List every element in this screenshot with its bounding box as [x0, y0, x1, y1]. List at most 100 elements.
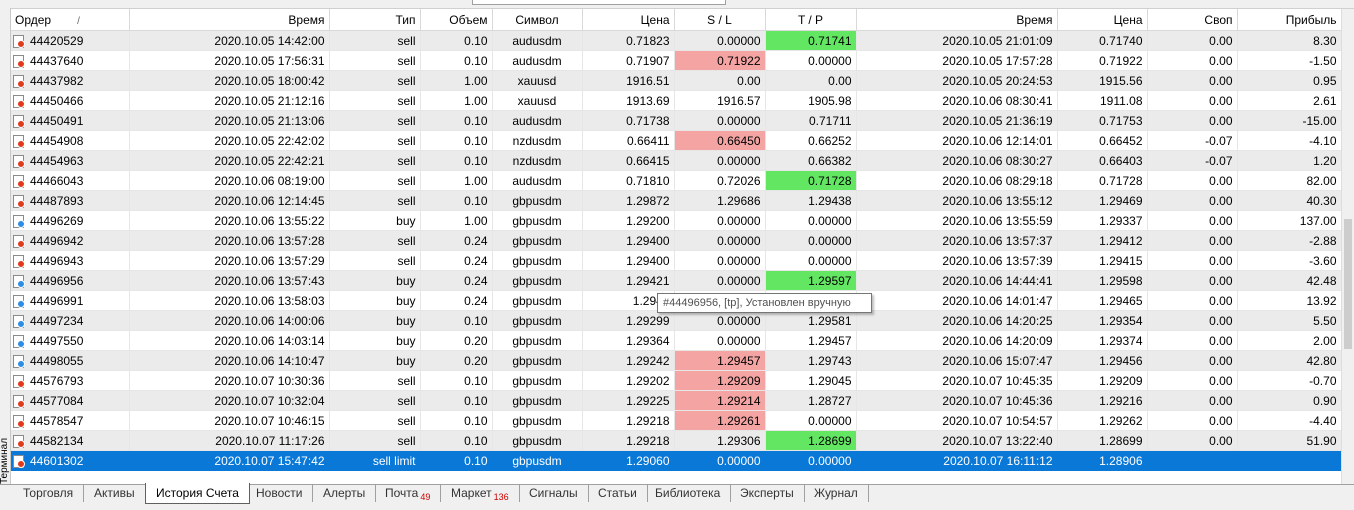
- close-time-cell: 2020.10.07 10:45:35: [856, 370, 1058, 391]
- col-header-tp[interactable]: T / P: [765, 9, 857, 31]
- tab-4[interactable]: Алерты: [313, 485, 377, 502]
- table-row[interactable]: 44466043 2020.10.06 08:19:00 sell 1.00 audus…: [11, 170, 1341, 191]
- order-buy-icon: [13, 334, 25, 348]
- close-price-cell: 1911.08: [1057, 90, 1148, 111]
- order-number: 44496991: [30, 293, 84, 308]
- table-row[interactable]: 44582134 2020.10.07 11:17:26 sell 0.10 gbpus…: [11, 430, 1341, 451]
- tp-cell: 0.00000: [765, 410, 857, 431]
- table-row[interactable]: 44497550 2020.10.06 14:03:14 buy 0.20 gbpusd…: [11, 330, 1341, 351]
- sl-cell: 0.00000: [674, 30, 766, 51]
- symbol-cell: xauusd: [492, 90, 583, 111]
- open-time-cell: 2020.10.06 12:14:45: [129, 190, 330, 211]
- table-row[interactable]: 44576793 2020.10.07 10:30:36 sell 0.10 gbpus…: [11, 370, 1341, 391]
- profit-cell: 137.00: [1237, 210, 1341, 231]
- symbol-cell: gbpusdm: [492, 330, 583, 351]
- order-buy-icon: [13, 354, 25, 368]
- table-row[interactable]: 44454963 2020.10.05 22:42:21 sell 0.10 nzdus…: [11, 150, 1341, 171]
- order-cell: 44498055: [11, 350, 130, 371]
- tab-8[interactable]: Статьи: [588, 485, 648, 502]
- tab-label: Активы: [94, 486, 135, 500]
- col-header-close-price[interactable]: Цена: [1057, 9, 1148, 31]
- history-table-viewport[interactable]: Ордер / Время Тип Объем Символ Цена S / L…: [11, 9, 1341, 484]
- sl-cell: 1.29686: [674, 190, 766, 211]
- price-cell: 0.66415: [582, 150, 675, 171]
- table-row[interactable]: 44437640 2020.10.05 17:56:31 sell 0.10 audus…: [11, 50, 1341, 71]
- profit-cell: 5.50: [1237, 310, 1341, 331]
- type-cell: sell: [329, 230, 421, 251]
- profit-cell: 0.90: [1237, 390, 1341, 411]
- table-row[interactable]: 44496943 2020.10.06 13:57:29 sell 0.24 gbpus…: [11, 250, 1341, 271]
- open-time-cell: 2020.10.07 10:30:36: [129, 370, 330, 391]
- table-row[interactable]: 44496942 2020.10.06 13:57:28 sell 0.24 gbpus…: [11, 230, 1341, 251]
- table-row[interactable]: 44454908 2020.10.05 22:42:02 sell 0.10 nzdus…: [11, 130, 1341, 151]
- type-cell: sell: [329, 190, 421, 211]
- col-header-open-time[interactable]: Время: [129, 9, 330, 31]
- table-row[interactable]: 44578547 2020.10.07 10:46:15 sell 0.10 gbpus…: [11, 410, 1341, 431]
- price-cell: 1.29242: [582, 350, 675, 371]
- open-time-cell: 2020.10.05 22:42:21: [129, 150, 330, 171]
- table-row[interactable]: 44497234 2020.10.06 14:00:06 buy 0.10 gbpusd…: [11, 310, 1341, 331]
- symbol-cell: gbpusdm: [492, 250, 583, 271]
- tab-2[interactable]: История Счета: [145, 483, 250, 504]
- col-header-swap[interactable]: Своп: [1147, 9, 1238, 31]
- col-header-type[interactable]: Тип: [329, 9, 421, 31]
- price-cell: 0.71738: [582, 110, 675, 131]
- order-sell-icon: [13, 154, 25, 168]
- volume-cell: 0.10: [420, 430, 493, 451]
- tab-9[interactable]: Библиотека: [645, 485, 732, 502]
- profit-cell: -0.70: [1237, 370, 1341, 391]
- swap-cell: 0.00: [1147, 250, 1238, 271]
- col-header-symbol[interactable]: Символ: [492, 9, 583, 31]
- tab-5[interactable]: Почта 49: [375, 485, 442, 502]
- vertical-scrollbar[interactable]: [1341, 9, 1354, 484]
- col-header-order[interactable]: Ордер /: [11, 9, 130, 31]
- col-header-profit[interactable]: Прибыль: [1237, 9, 1341, 31]
- table-row[interactable]: 44577084 2020.10.07 10:32:04 sell 0.10 gbpus…: [11, 390, 1341, 411]
- tab-1[interactable]: Активы: [84, 485, 146, 502]
- volume-cell: 0.10: [420, 310, 493, 331]
- tab-0[interactable]: Торговля: [13, 485, 85, 502]
- tp-cell: 0.66382: [765, 150, 857, 171]
- order-buy-icon: [13, 314, 25, 328]
- open-time-cell: 2020.10.06 13:57:43: [129, 270, 330, 291]
- tab-label: Торговля: [23, 486, 74, 500]
- table-row[interactable]: 44450466 2020.10.05 21:12:16 sell 1.00 xauus…: [11, 90, 1341, 111]
- close-time-cell: 2020.10.06 08:29:18: [856, 170, 1058, 191]
- table-row[interactable]: 44487893 2020.10.06 12:14:45 sell 0.10 gbpus…: [11, 190, 1341, 211]
- col-header-close-time[interactable]: Время: [856, 9, 1058, 31]
- swap-cell: -0.07: [1147, 150, 1238, 171]
- type-cell: buy: [329, 310, 421, 331]
- tab-6[interactable]: Маркет 136: [441, 485, 520, 502]
- scrollbar-thumb[interactable]: [1344, 219, 1352, 349]
- open-time-cell: 2020.10.07 10:46:15: [129, 410, 330, 431]
- col-header-price[interactable]: Цена: [582, 9, 675, 31]
- table-row[interactable]: 44498055 2020.10.06 14:10:47 buy 0.20 gbpusd…: [11, 350, 1341, 371]
- tp-cell: 1.29597: [765, 270, 857, 291]
- price-cell: 1.29872: [582, 190, 675, 211]
- profit-cell: 1.20: [1237, 150, 1341, 171]
- tab-3[interactable]: Новости: [246, 485, 314, 502]
- table-row[interactable]: 44420529 2020.10.05 14:42:00 sell 0.10 audus…: [11, 30, 1341, 51]
- table-row[interactable]: 44496269 2020.10.06 13:55:22 buy 1.00 gbpusd…: [11, 210, 1341, 231]
- col-header-volume[interactable]: Объем: [420, 9, 493, 31]
- tab-7[interactable]: Сигналы: [519, 485, 589, 502]
- tp-cell: 1.29457: [765, 330, 857, 351]
- symbol-cell: gbpusdm: [492, 210, 583, 231]
- table-row[interactable]: 44601302 2020.10.07 15:47:42 sell limit 0.1…: [11, 450, 1341, 471]
- col-header-sl[interactable]: S / L: [674, 9, 766, 31]
- price-cell: 0.71907: [582, 50, 675, 71]
- table-row[interactable]: 44437982 2020.10.05 18:00:42 sell 1.00 xauus…: [11, 70, 1341, 91]
- top-toolbar-field[interactable]: [472, 0, 726, 5]
- table-row[interactable]: 44450491 2020.10.05 21:13:06 sell 0.10 audus…: [11, 110, 1341, 131]
- tab-10[interactable]: Эксперты: [730, 485, 805, 502]
- close-price-cell: 0.71740: [1057, 30, 1148, 51]
- price-cell: 1916.51: [582, 70, 675, 91]
- terminal-side-frame: [0, 8, 11, 484]
- symbol-cell: gbpusdm: [492, 450, 583, 471]
- table-row[interactable]: 44496956 2020.10.06 13:57:43 buy 0.24 gbpusd…: [11, 270, 1341, 291]
- tp-cell: 0.66252: [765, 130, 857, 151]
- swap-cell: 0.00: [1147, 270, 1238, 291]
- tab-11[interactable]: Журнал: [804, 485, 869, 502]
- sl-cell: 1916.57: [674, 90, 766, 111]
- tp-cell: 0.00000: [765, 450, 857, 471]
